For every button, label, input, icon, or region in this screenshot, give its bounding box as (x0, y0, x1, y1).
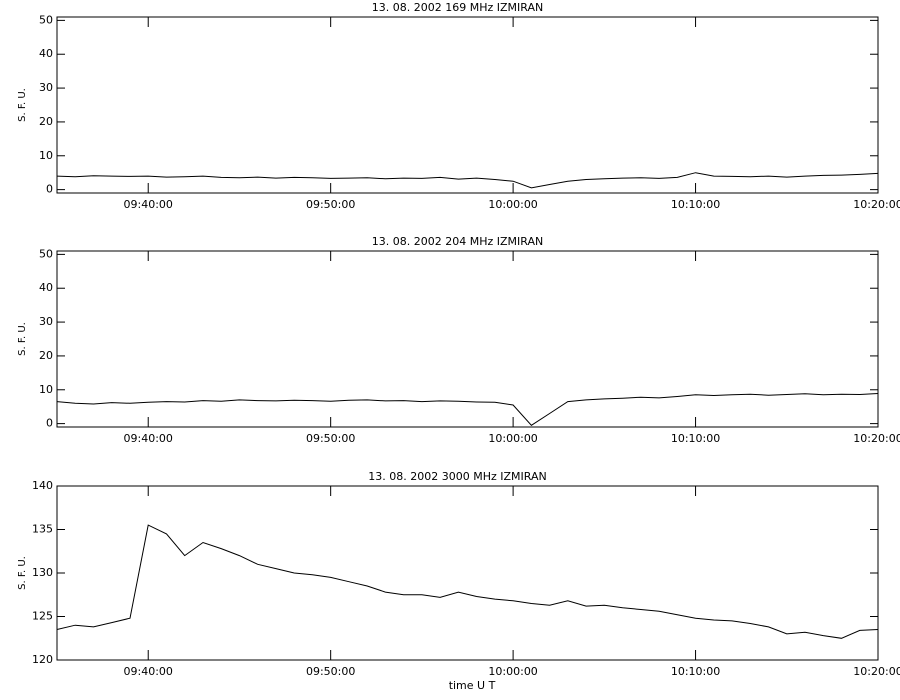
x-tick-label: 09:50:00 (306, 432, 355, 445)
y-tick-label: 0 (46, 417, 53, 430)
x-tick-label: 09:50:00 (306, 665, 355, 678)
x-tick-label: 10:00:00 (488, 665, 537, 678)
x-tick-label: 10:10:00 (671, 665, 720, 678)
y-tick-label: 120 (32, 653, 53, 666)
plot-frame (56, 16, 879, 194)
y-tick-label: 30 (39, 315, 53, 328)
y-tick-label: 130 (32, 566, 53, 579)
x-tick-label: 10:00:00 (488, 198, 537, 211)
chart-title: 13. 08. 2002 204 MHz IZMIRAN (372, 235, 543, 248)
y-tick-label: 30 (39, 81, 53, 94)
data-line (56, 524, 879, 639)
y-tick-label: 10 (39, 149, 53, 162)
y-tick-label: 20 (39, 115, 53, 128)
y-tick-label: 20 (39, 349, 53, 362)
x-tick-label: 09:40:00 (124, 665, 173, 678)
y-tick-label: 0 (46, 183, 53, 196)
x-tick-label: 10:20:00 (853, 198, 900, 211)
x-tick-label: 09:40:00 (124, 432, 173, 445)
x-tick-label: 10:10:00 (671, 432, 720, 445)
y-tick-label: 40 (39, 281, 53, 294)
x-tick-label: 09:40:00 (124, 198, 173, 211)
y-axis-label: S. F. U. (17, 556, 28, 590)
x-axis-label: time U T (449, 679, 496, 692)
chart-title: 13. 08. 2002 3000 MHz IZMIRAN (368, 470, 546, 483)
y-tick-label: 40 (39, 47, 53, 60)
y-tick-label: 125 (32, 610, 53, 623)
plot-frame (56, 485, 879, 661)
chart-title: 13. 08. 2002 169 MHz IZMIRAN (372, 1, 543, 14)
y-axis-label: S. F. U. (17, 322, 28, 356)
y-tick-label: 10 (39, 383, 53, 396)
x-tick-label: 10:00:00 (488, 432, 537, 445)
y-tick-label: 50 (39, 247, 53, 260)
x-tick-label: 10:20:00 (853, 432, 900, 445)
plot-frame (56, 250, 879, 428)
y-tick-label: 50 (39, 13, 53, 26)
y-tick-label: 135 (32, 523, 53, 536)
data-line (56, 172, 879, 189)
x-tick-label: 10:20:00 (853, 665, 900, 678)
data-line (56, 393, 879, 426)
y-axis-label: S. F. U. (17, 88, 28, 122)
x-tick-label: 09:50:00 (306, 198, 355, 211)
x-tick-label: 10:10:00 (671, 198, 720, 211)
y-tick-label: 140 (32, 479, 53, 492)
